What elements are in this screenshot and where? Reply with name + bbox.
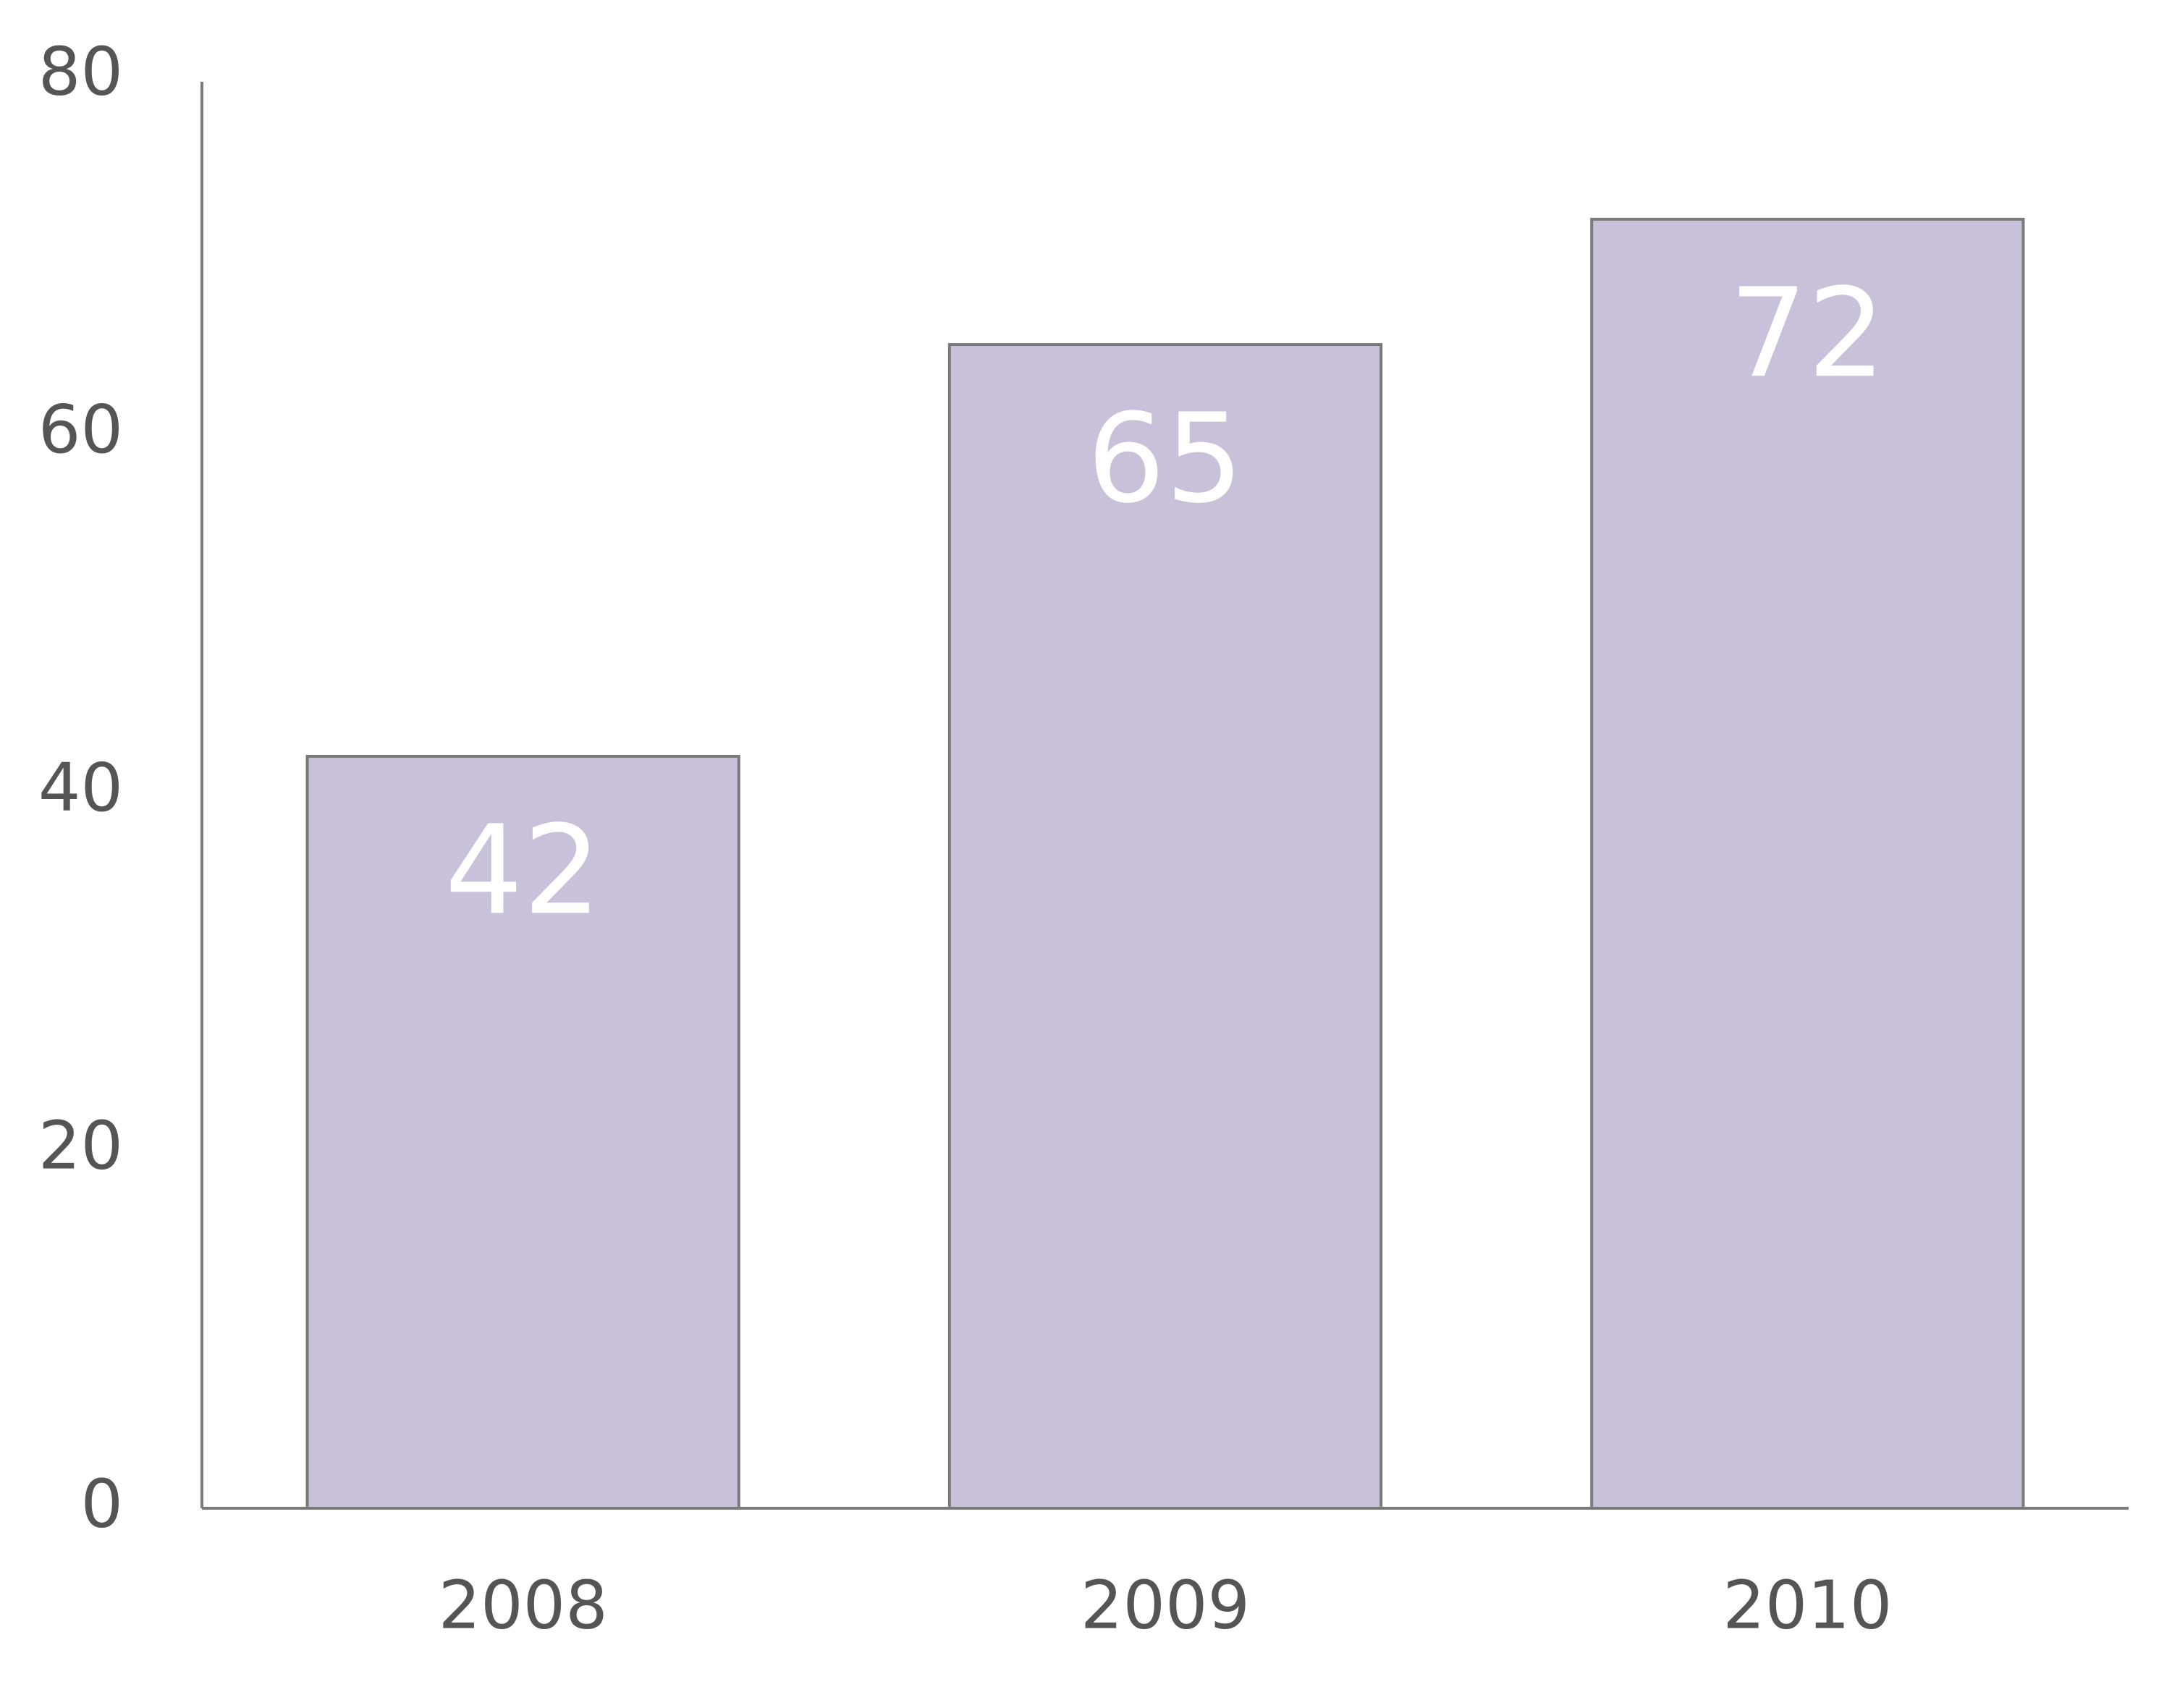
y-tick-label: 0 bbox=[80, 1465, 123, 1542]
value-label: 42 bbox=[445, 799, 601, 942]
bar bbox=[1590, 217, 2025, 1510]
value-label: 65 bbox=[1087, 387, 1243, 530]
value-label: 72 bbox=[1729, 262, 1885, 405]
y-tick-label: 20 bbox=[38, 1107, 123, 1185]
x-tick-label: 2009 bbox=[1081, 1566, 1250, 1644]
x-tick-label: 2008 bbox=[439, 1566, 608, 1644]
y-tick-label: 60 bbox=[38, 391, 123, 468]
y-tick-label: 40 bbox=[38, 749, 123, 826]
y-tick-label: 80 bbox=[38, 33, 123, 110]
bar bbox=[947, 343, 1383, 1510]
x-tick-label: 2010 bbox=[1723, 1566, 1892, 1644]
